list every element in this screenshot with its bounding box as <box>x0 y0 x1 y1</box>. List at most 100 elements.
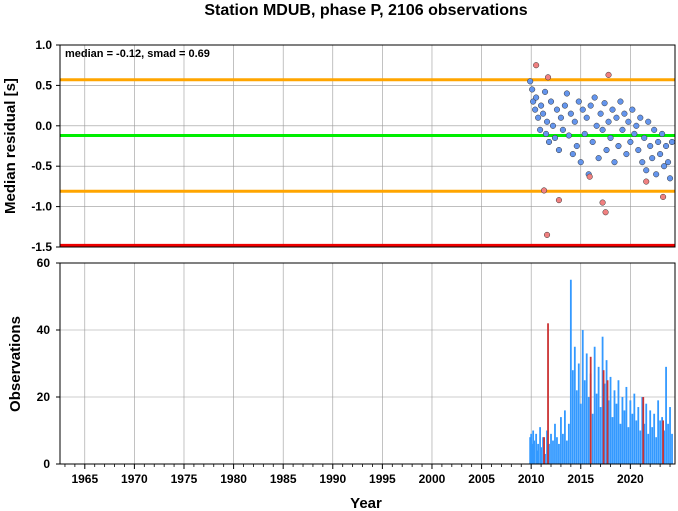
observation-bar <box>621 397 624 464</box>
observation-bar <box>645 403 648 464</box>
x-tick-label: 1965 <box>71 472 98 486</box>
residual-point <box>595 155 602 162</box>
observation-bar <box>629 400 632 464</box>
observation-bar <box>623 410 626 464</box>
residual-plot-area <box>60 45 675 247</box>
residual-point <box>544 74 552 81</box>
observation-bar <box>601 336 604 464</box>
residual-point <box>559 126 566 133</box>
residual-point <box>655 138 662 146</box>
observation-bar <box>633 393 636 464</box>
observation-bar <box>560 417 562 464</box>
observation-bar <box>556 437 558 464</box>
observation-bar <box>593 346 596 464</box>
residual-point <box>542 130 550 137</box>
observation-bar <box>599 407 602 464</box>
x-axis-label: Year <box>350 495 382 511</box>
observation-bar <box>532 430 535 464</box>
residual-y-tick-label: -1.0 <box>31 200 52 214</box>
residual-point <box>581 130 588 137</box>
observations-panel: 60 40 20 0 1965 1970 1975 1980 1985 1990 1995 2000… <box>7 256 676 511</box>
residual-point <box>668 138 676 146</box>
residual-point <box>579 106 586 113</box>
observation-bar <box>609 376 612 464</box>
observation-bar <box>625 386 628 464</box>
observation-bar <box>575 390 578 464</box>
residual-point <box>605 71 612 78</box>
observation-bar <box>565 440 568 464</box>
observation-bar <box>531 443 534 464</box>
observation-bar <box>546 430 548 464</box>
residual-point <box>567 110 574 117</box>
residual-point <box>532 106 539 113</box>
residual-point <box>533 94 540 101</box>
observation-bar <box>662 420 664 464</box>
residual-point <box>543 118 551 125</box>
residual-point <box>597 110 604 117</box>
x-tick-label: 1995 <box>369 472 396 486</box>
residual-point <box>547 98 555 105</box>
residual-point <box>587 102 594 109</box>
residual-point <box>631 130 638 137</box>
residual-point <box>645 118 652 125</box>
observation-bar <box>649 410 652 464</box>
observation-bar <box>529 437 532 464</box>
observation-bar <box>671 433 673 464</box>
observation-bar <box>571 370 574 464</box>
residual-point <box>639 159 646 166</box>
residual-point <box>551 134 559 141</box>
residual-point <box>530 98 537 105</box>
observation-bar <box>603 383 606 464</box>
observation-bar <box>611 417 614 464</box>
observation-bar <box>547 323 549 464</box>
residual-point <box>586 173 593 180</box>
residual-point <box>660 193 667 200</box>
observation-bar <box>558 443 560 464</box>
observation-bar <box>635 420 638 464</box>
observation-bar <box>548 443 550 464</box>
observations-y-ticks: 60 40 20 0 <box>37 256 60 471</box>
observation-bar <box>643 423 646 464</box>
residual-point <box>583 114 590 121</box>
residual-reference-lines <box>60 78 675 247</box>
observations-bars <box>529 279 673 464</box>
residual-point <box>535 114 542 121</box>
residual-point <box>647 142 654 150</box>
observation-bar <box>642 397 645 464</box>
observation-bar <box>631 413 634 464</box>
residual-y-axis-label: Median residual [s] <box>2 78 19 214</box>
residual-point <box>555 197 562 204</box>
observation-bar <box>583 380 586 464</box>
residual-point <box>653 171 660 178</box>
residual-point <box>569 151 576 158</box>
residual-point <box>637 114 644 121</box>
observation-bar <box>530 433 533 464</box>
x-tick-label: 1970 <box>121 472 148 486</box>
residual-point <box>609 106 616 113</box>
observation-bar <box>617 380 620 464</box>
x-tick-label: 1985 <box>270 472 297 486</box>
observation-bar <box>639 430 642 464</box>
observation-bar <box>569 279 572 464</box>
residual-point <box>599 199 606 206</box>
residual-point <box>593 122 600 129</box>
observation-bar <box>615 403 618 464</box>
observation-bar <box>579 403 582 464</box>
residual-point <box>537 126 544 133</box>
observation-bar <box>543 437 545 464</box>
observation-bar <box>544 453 546 464</box>
observation-bar <box>562 433 564 464</box>
residual-point <box>619 126 626 133</box>
observation-bar <box>655 437 658 464</box>
residual-point <box>561 102 568 109</box>
observation-bar <box>581 330 584 464</box>
observation-bar <box>585 353 588 464</box>
residual-point <box>665 159 672 166</box>
residual-frame <box>59 44 676 248</box>
residual-point <box>617 98 624 105</box>
residual-y-tick-label: 0.5 <box>35 78 52 92</box>
residual-points <box>527 62 676 238</box>
residual-point <box>661 163 668 170</box>
residual-point <box>643 167 650 174</box>
